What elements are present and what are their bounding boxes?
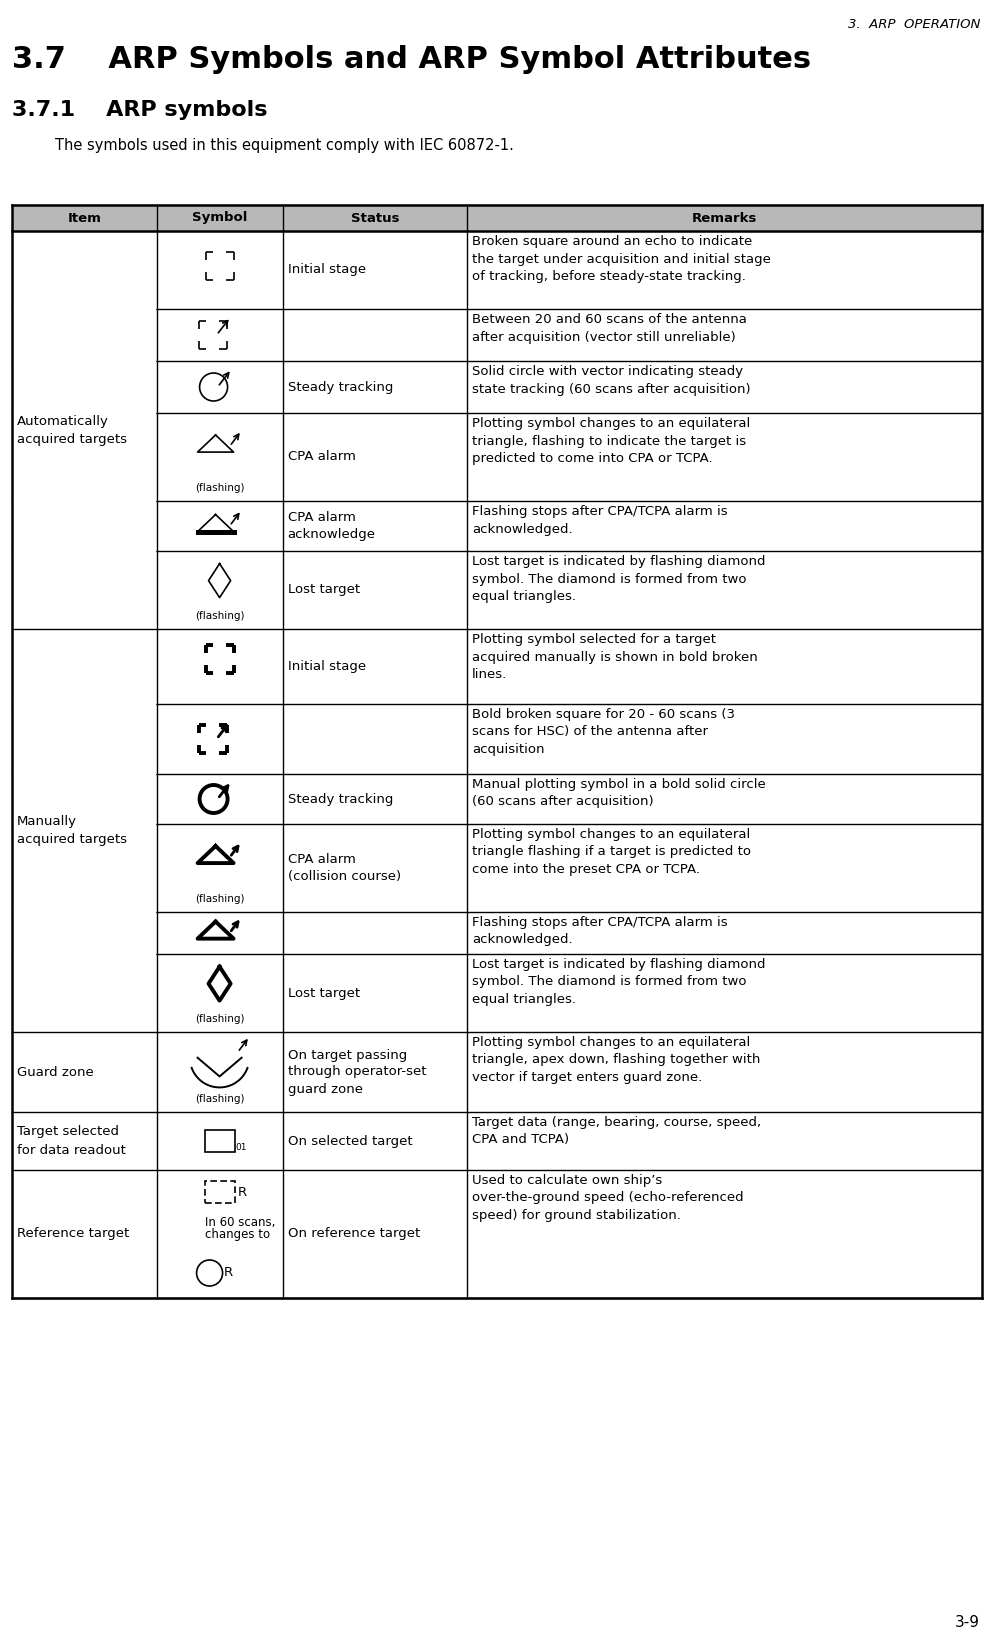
Text: (flashing): (flashing) (195, 1093, 245, 1103)
Text: CPA alarm: CPA alarm (287, 450, 356, 463)
Text: 3.  ARP  OPERATION: 3. ARP OPERATION (848, 18, 980, 31)
Text: Plotting symbol changes to an equilateral
triangle, flashing to indicate the tar: Plotting symbol changes to an equilatera… (472, 418, 750, 465)
Text: Lost target: Lost target (287, 584, 360, 597)
Text: R: R (224, 1266, 233, 1279)
Text: Plotting symbol changes to an equilateral
triangle flashing if a target is predi: Plotting symbol changes to an equilatera… (472, 827, 750, 876)
Text: Initial stage: Initial stage (287, 263, 366, 276)
Text: On reference target: On reference target (287, 1227, 419, 1240)
Text: Broken square around an echo to indicate
the target under acquisition and initia: Broken square around an echo to indicate… (472, 235, 770, 282)
Text: Manual plotting symbol in a bold solid circle
(60 scans after acquisition): Manual plotting symbol in a bold solid c… (472, 778, 765, 808)
Text: 01: 01 (236, 1142, 248, 1152)
Text: CPA alarm
acknowledge: CPA alarm acknowledge (287, 511, 376, 540)
Text: Symbol: Symbol (192, 212, 248, 225)
Text: Steady tracking: Steady tracking (287, 380, 393, 393)
Text: The symbols used in this equipment comply with IEC 60872-1.: The symbols used in this equipment compl… (55, 139, 514, 153)
Text: Between 20 and 60 scans of the antenna
after acquisition (vector still unreliabl: Between 20 and 60 scans of the antenna a… (472, 313, 746, 343)
Text: Guard zone: Guard zone (17, 1066, 93, 1079)
Text: 3-9: 3-9 (955, 1616, 980, 1630)
Text: In 60 scans,: In 60 scans, (205, 1216, 275, 1229)
Text: Used to calculate own ship’s
over-the-ground speed (echo-referenced
speed) for g: Used to calculate own ship’s over-the-gr… (472, 1173, 744, 1222)
Text: Solid circle with vector indicating steady
state tracking (60 scans after acquis: Solid circle with vector indicating stea… (472, 366, 750, 395)
Text: Bold broken square for 20 - 60 scans (3
scans for HSC) of the antenna after
acqu: Bold broken square for 20 - 60 scans (3 … (472, 708, 735, 756)
Bar (205, 1182, 235, 1203)
Text: Steady tracking: Steady tracking (287, 793, 393, 806)
Text: changes to: changes to (205, 1227, 269, 1240)
Text: Plotting symbol selected for a target
acquired manually is shown in bold broken
: Plotting symbol selected for a target ac… (472, 633, 757, 681)
Text: 3.7    ARP Symbols and ARP Symbol Attributes: 3.7 ARP Symbols and ARP Symbol Attribute… (12, 46, 811, 73)
Text: R: R (238, 1185, 247, 1198)
Text: On selected target: On selected target (287, 1134, 413, 1147)
Text: Lost target: Lost target (287, 986, 360, 999)
Text: Remarks: Remarks (692, 212, 757, 225)
Text: (flashing): (flashing) (195, 610, 245, 622)
Text: Automatically
acquired targets: Automatically acquired targets (17, 415, 127, 446)
Bar (205, 1129, 235, 1152)
Text: Item: Item (68, 212, 101, 225)
Text: Initial stage: Initial stage (287, 659, 366, 672)
Text: (flashing): (flashing) (195, 894, 245, 904)
Text: (flashing): (flashing) (195, 483, 245, 493)
Text: (flashing): (flashing) (195, 1013, 245, 1023)
Text: Lost target is indicated by flashing diamond
symbol. The diamond is formed from : Lost target is indicated by flashing dia… (472, 555, 765, 602)
Text: Reference target: Reference target (17, 1227, 129, 1240)
Text: Plotting symbol changes to an equilateral
triangle, apex down, flashing together: Plotting symbol changes to an equilatera… (472, 1036, 760, 1084)
Text: On target passing
through operator-set
guard zone: On target passing through operator-set g… (287, 1048, 426, 1095)
Text: 3.7.1    ARP symbols: 3.7.1 ARP symbols (12, 100, 267, 121)
Text: Flashing stops after CPA/TCPA alarm is
acknowledged.: Flashing stops after CPA/TCPA alarm is a… (472, 504, 728, 535)
Text: Status: Status (351, 212, 399, 225)
Text: Manually
acquired targets: Manually acquired targets (17, 814, 127, 845)
Text: Target data (range, bearing, course, speed,
CPA and TCPA): Target data (range, bearing, course, spe… (472, 1116, 761, 1147)
Text: Lost target is indicated by flashing diamond
symbol. The diamond is formed from : Lost target is indicated by flashing dia… (472, 958, 765, 1005)
Text: CPA alarm
(collision course): CPA alarm (collision course) (287, 854, 401, 883)
Text: Flashing stops after CPA/TCPA alarm is
acknowledged.: Flashing stops after CPA/TCPA alarm is a… (472, 916, 728, 947)
Text: Target selected
for data readout: Target selected for data readout (17, 1126, 126, 1157)
